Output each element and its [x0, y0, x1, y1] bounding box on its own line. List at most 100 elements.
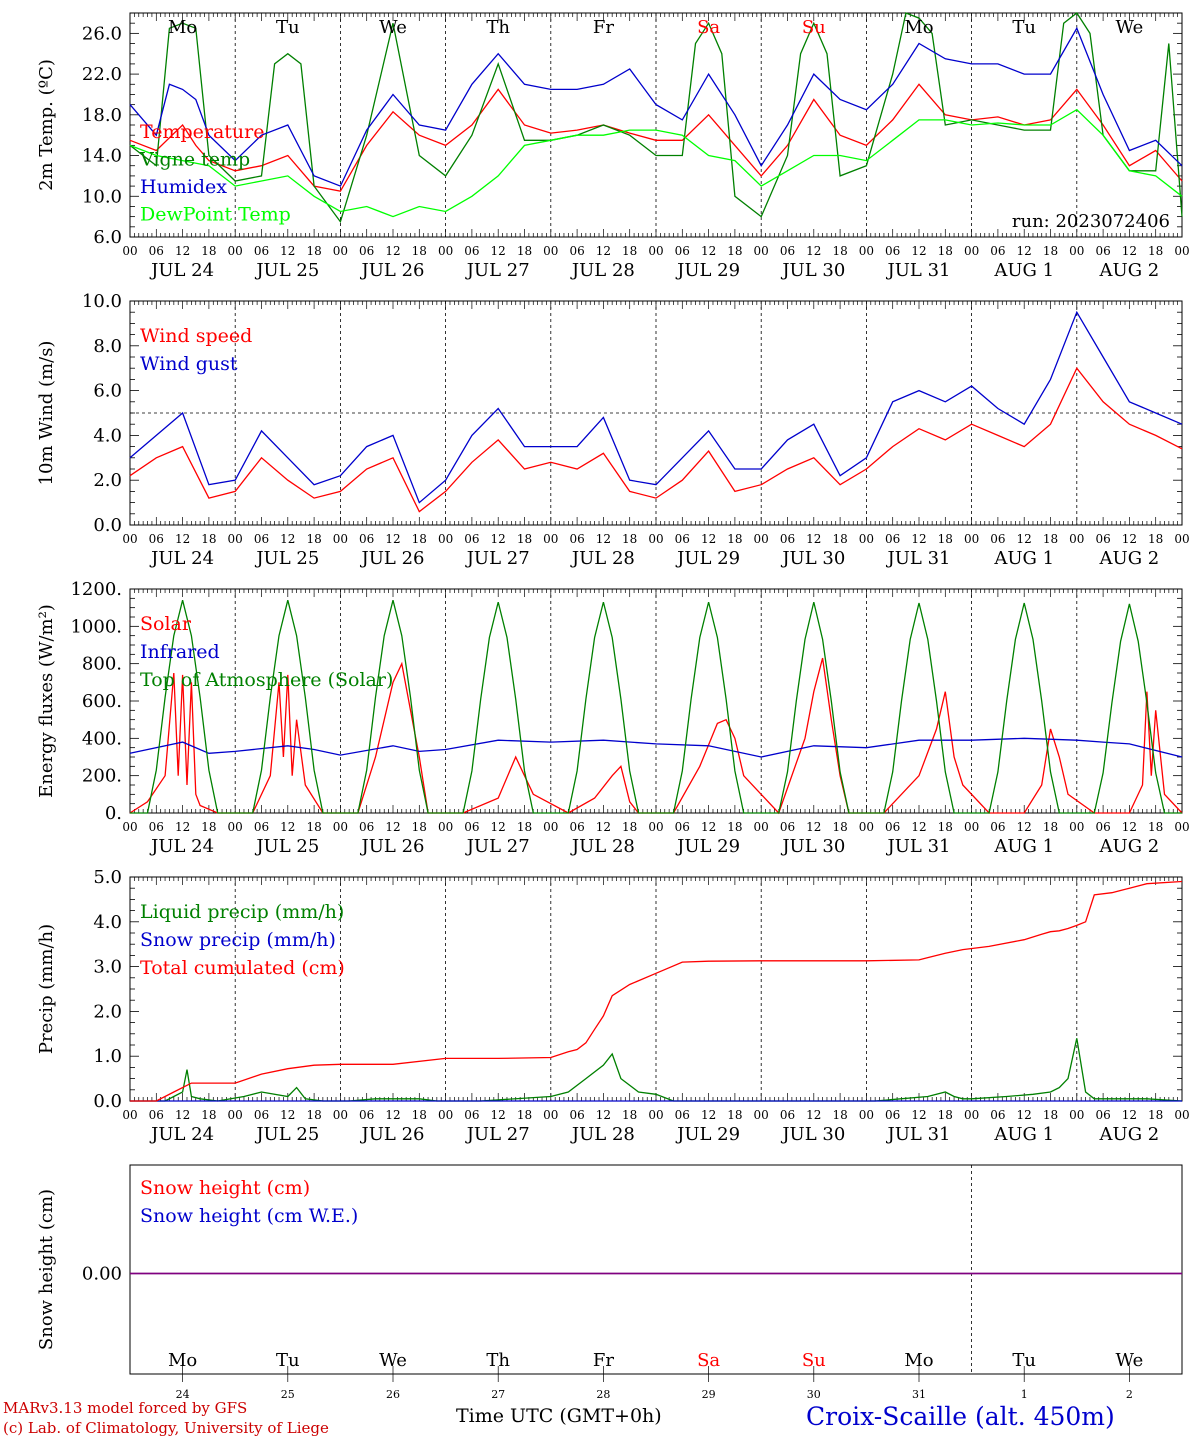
hour-tick-label: 18 [201, 244, 216, 258]
hour-tick-label: 06 [885, 1108, 900, 1122]
run-annotation: run: 2023072406 [1012, 211, 1170, 232]
hour-tick-label: 06 [464, 244, 479, 258]
weekday-label: Mo [168, 1350, 197, 1371]
hour-tick-label: 00 [859, 532, 874, 546]
hour-tick-label: 12 [596, 244, 611, 258]
hour-tick-label: 00 [1174, 1108, 1189, 1122]
legend-entry: Liquid precip (mm/h) [140, 901, 344, 923]
hour-tick-label: 00 [859, 244, 874, 258]
hour-tick-label: 00 [859, 820, 874, 834]
day-number-label: 28 [596, 1388, 610, 1401]
day-number-label: 27 [491, 1388, 505, 1401]
weekday-label: Fr [593, 1350, 614, 1371]
hour-tick-label: 18 [938, 532, 953, 546]
hour-tick-label: 06 [254, 820, 269, 834]
weekday-label: Sa [697, 17, 720, 38]
hour-tick-label: 06 [254, 532, 269, 546]
panel-4: 00 06 12 18 JUL 24 00 06 12 18 JUL 25 00 06 12 18 JUL … [36, 867, 1190, 1145]
hour-tick-label: 18 [727, 820, 742, 834]
date-label: JUL 28 [570, 260, 635, 281]
series-line-temperature [129, 83, 1183, 192]
y-tick-label: 22.0 [82, 64, 122, 85]
weekday-label: Mo [904, 1350, 933, 1371]
hour-tick-label: 12 [911, 1108, 926, 1122]
hour-tick-label: 06 [254, 244, 269, 258]
hour-tick-label: 18 [517, 1108, 532, 1122]
legend-entry: Snow height (cm) [140, 1177, 310, 1199]
weekday-label: Th [486, 1350, 510, 1371]
hour-tick-label: 00 [122, 244, 137, 258]
hour-tick-label: 18 [938, 1108, 953, 1122]
hour-tick-label: 18 [306, 1108, 321, 1122]
hour-tick-label: 06 [675, 244, 690, 258]
hour-tick-label: 12 [806, 820, 821, 834]
hour-tick-label: 18 [1148, 1108, 1163, 1122]
hour-tick-label: 12 [491, 244, 506, 258]
hour-tick-label: 18 [1043, 532, 1058, 546]
hour-tick-label: 18 [832, 820, 847, 834]
hour-tick-label: 00 [859, 1108, 874, 1122]
y-axis-label: Snow height (cm) [36, 1189, 57, 1350]
hour-tick-label: 00 [648, 1108, 663, 1122]
series-line-total-cumulated-cm- [130, 880, 1183, 1102]
date-label: JUL 30 [780, 836, 845, 857]
hour-tick-label: 06 [990, 244, 1005, 258]
hour-tick-label: 12 [701, 244, 716, 258]
hour-tick-label: 12 [701, 532, 716, 546]
hour-tick-label: 12 [596, 1108, 611, 1122]
hour-tick-label: 12 [806, 244, 821, 258]
date-label: JUL 24 [149, 548, 214, 569]
hour-tick-label: 06 [464, 820, 479, 834]
hour-tick-label: 06 [780, 244, 795, 258]
y-tick-label: 2.0 [93, 1001, 122, 1022]
date-label: JUL 24 [149, 1124, 214, 1145]
y-tick-label: 600. [82, 691, 122, 712]
hour-tick-label: 06 [569, 820, 584, 834]
y-axis-label: Precip (mm/h) [36, 924, 57, 1054]
hour-tick-label: 18 [412, 244, 427, 258]
hour-tick-label: 18 [1148, 244, 1163, 258]
date-label: JUL 25 [254, 836, 319, 857]
hour-tick-label: 06 [254, 1108, 269, 1122]
hour-tick-label: 12 [701, 820, 716, 834]
series-line-humidex [129, 26, 1183, 187]
hour-tick-label: 18 [517, 532, 532, 546]
day-number-label: 26 [386, 1388, 400, 1401]
date-label: JUL 26 [360, 548, 425, 569]
date-label: JUL 24 [149, 260, 214, 281]
legend-entry: Humidex [140, 176, 227, 198]
hour-tick-label: 00 [438, 532, 453, 546]
hour-tick-label: 06 [990, 532, 1005, 546]
y-tick-label: 8.0 [93, 336, 122, 357]
hour-tick-label: 06 [149, 1108, 164, 1122]
date-label: JUL 27 [465, 1124, 530, 1145]
hour-tick-label: 12 [385, 244, 400, 258]
y-tick-label: 1.0 [93, 1046, 122, 1067]
weekday-label: Th [486, 17, 510, 38]
series-line-wind-gust [129, 310, 1183, 504]
date-label: JUL 30 [780, 1124, 845, 1145]
location-title: Croix-Scaille (alt. 450m) [806, 1402, 1115, 1431]
hour-tick-label: 12 [1122, 244, 1137, 258]
y-tick-label: 0.0 [93, 515, 122, 536]
hour-tick-label: 06 [464, 1108, 479, 1122]
hour-tick-label: 06 [359, 820, 374, 834]
hour-tick-label: 00 [333, 244, 348, 258]
date-label: JUL 29 [675, 548, 740, 569]
hour-tick-label: 00 [228, 820, 243, 834]
hour-tick-label: 06 [1095, 244, 1110, 258]
hour-tick-label: 00 [543, 1108, 558, 1122]
hour-tick-label: 12 [1122, 820, 1137, 834]
hour-tick-label: 06 [1095, 1108, 1110, 1122]
lab-credit: (c) Lab. of Climatology, University of L… [3, 1419, 329, 1437]
hour-tick-label: 12 [280, 244, 295, 258]
hour-tick-label: 06 [464, 532, 479, 546]
y-tick-label: 6.0 [93, 227, 122, 248]
hour-tick-label: 18 [412, 1108, 427, 1122]
hour-tick-label: 06 [780, 532, 795, 546]
y-tick-label: 3.0 [93, 957, 122, 978]
hour-tick-label: 18 [938, 820, 953, 834]
hour-tick-label: 12 [175, 244, 190, 258]
series-line-wind-speed [129, 366, 1183, 513]
series-line-top-of-atmosphere-solar- [130, 600, 1182, 814]
